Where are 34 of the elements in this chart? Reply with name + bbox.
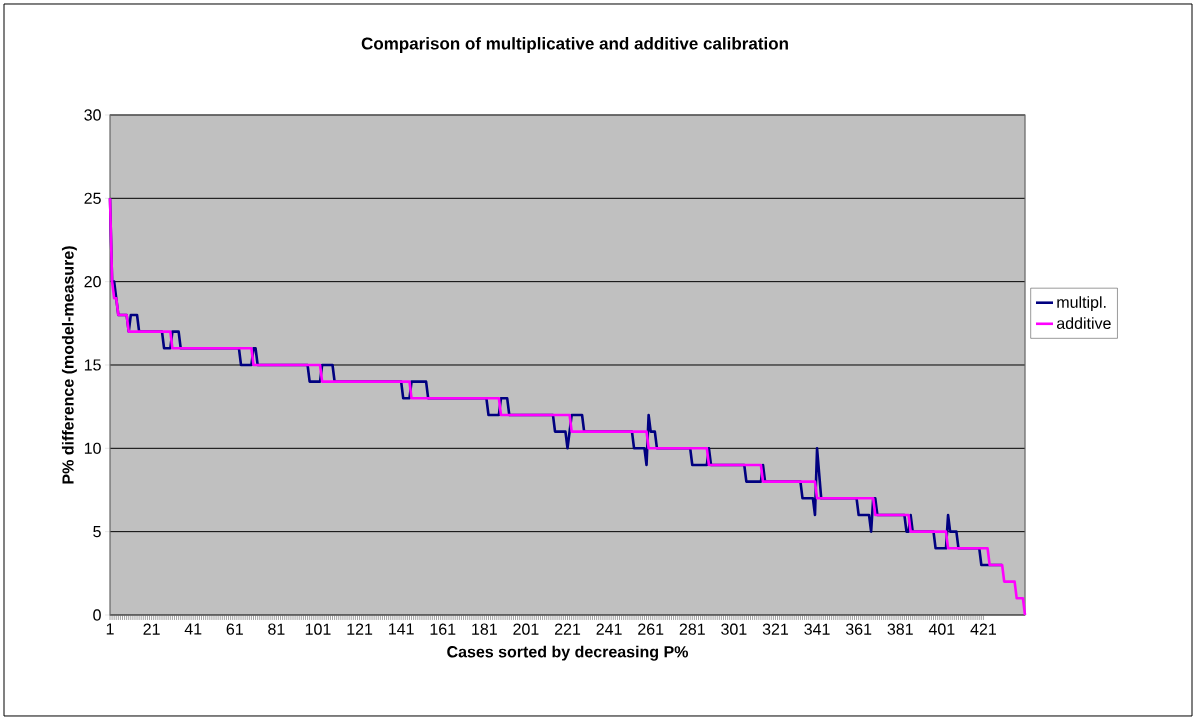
x-tick-label: 41 bbox=[184, 623, 202, 635]
x-tick-label: 161 bbox=[430, 623, 456, 635]
x-tick-label: 381 bbox=[887, 623, 913, 635]
y-tick-label: 25 bbox=[84, 192, 101, 204]
y-tick-label: 30 bbox=[84, 109, 101, 121]
x-tick-label: 281 bbox=[679, 623, 705, 635]
x-tick-label: 21 bbox=[143, 623, 160, 635]
chart-title: Comparison of multiplicative and additive calibration bbox=[361, 37, 788, 53]
y-tick-label: 5 bbox=[93, 526, 101, 538]
x-tick-label: 1 bbox=[106, 623, 114, 635]
y-tick-label: 10 bbox=[84, 442, 101, 454]
x-tick-label: 121 bbox=[347, 623, 373, 635]
x-tick-label: 201 bbox=[513, 623, 539, 635]
x-tick-label: 261 bbox=[638, 623, 664, 635]
y-tick-label: 15 bbox=[84, 359, 101, 371]
y-tick-label: 0 bbox=[93, 609, 101, 621]
x-tick-label: 401 bbox=[928, 623, 955, 635]
x-tick-label: 61 bbox=[226, 623, 243, 635]
x-tick-label: 241 bbox=[596, 623, 622, 635]
x-tick-label: 301 bbox=[721, 623, 747, 635]
x-tick-label: 81 bbox=[268, 623, 285, 635]
x-axis-title: Cases sorted by decreasing P% bbox=[447, 645, 689, 661]
x-tick-label: 221 bbox=[554, 623, 581, 635]
x-tick-label: 321 bbox=[762, 623, 789, 635]
y-axis-title: P% difference (model-measure) bbox=[61, 246, 77, 484]
legend-label: additive bbox=[1056, 317, 1111, 329]
legend-label: multipl. bbox=[1057, 296, 1106, 312]
x-tick-label: 101 bbox=[305, 623, 331, 635]
x-tick-label: 361 bbox=[845, 623, 872, 635]
y-tick-label: 20 bbox=[84, 275, 101, 288]
x-tick-label: 181 bbox=[472, 623, 497, 635]
x-tick-label: 341 bbox=[804, 623, 830, 635]
x-tick-label: 141 bbox=[389, 623, 414, 635]
x-tick-label: 421 bbox=[970, 623, 996, 635]
